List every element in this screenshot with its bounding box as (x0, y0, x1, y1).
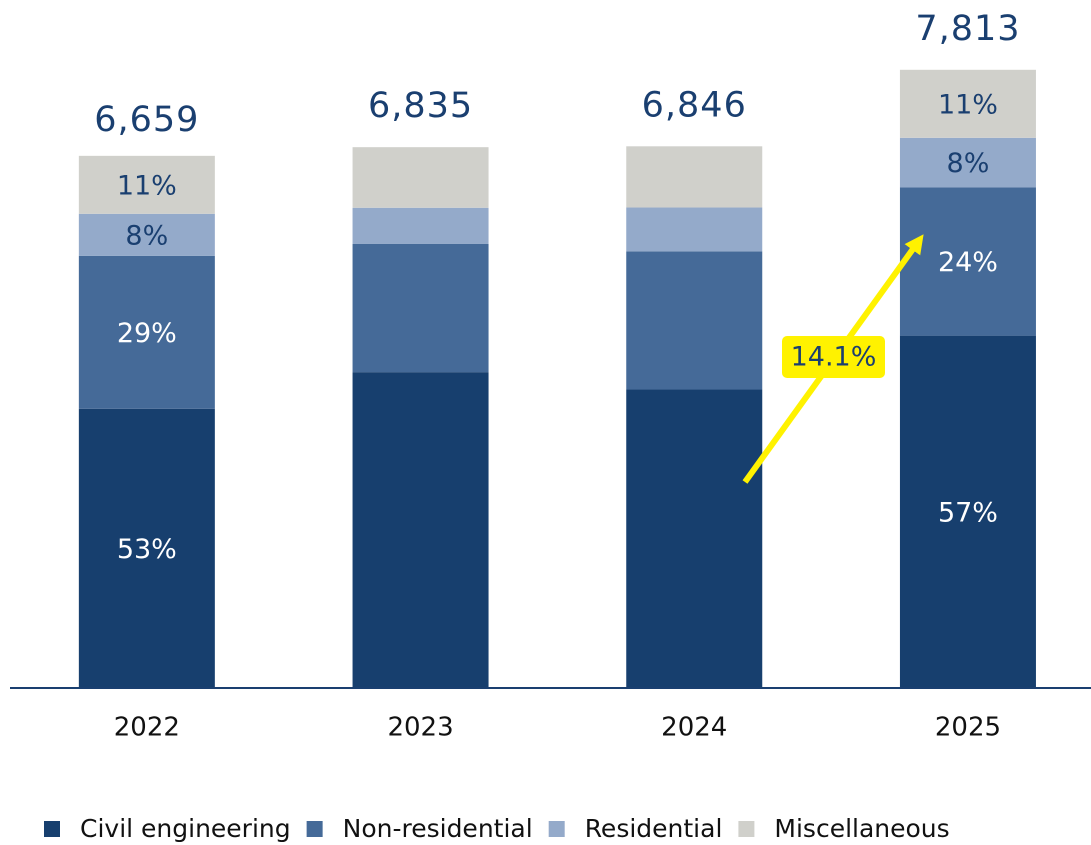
bar-segment (352, 372, 489, 688)
segment-label: 8% (125, 220, 168, 251)
legend-label: Miscellaneous (774, 814, 949, 843)
segment-label: 24% (938, 247, 998, 278)
bar-segment (626, 146, 763, 208)
legend-label: Non-residential (343, 814, 533, 843)
bar-segment (899, 335, 1036, 688)
legend-swatch (548, 821, 565, 837)
segment-label: 57% (938, 497, 998, 528)
total-label: 6,835 (368, 86, 473, 126)
annotation: 14.1% (791, 342, 877, 373)
bar-segment (626, 207, 763, 252)
segment-label: 53% (117, 534, 177, 565)
total-label: 6,846 (642, 85, 747, 125)
bar-segment (626, 251, 763, 390)
bar-segment (899, 187, 1036, 336)
x-tick-label: 2022 (114, 713, 180, 743)
bar-segment (78, 408, 215, 688)
legend-swatch (738, 821, 755, 837)
total-label: 6,659 (94, 100, 199, 140)
segment-label: 29% (117, 318, 177, 349)
legend-label: Civil engineering (80, 814, 291, 843)
bar-segment (899, 69, 1036, 138)
total-label: 7,813 (915, 9, 1020, 49)
bar-segment (899, 137, 1036, 188)
legend-swatch (306, 821, 323, 837)
x-tick-label: 2025 (935, 713, 1001, 743)
legend-label: Residential (585, 814, 723, 843)
legend-swatch (44, 821, 60, 837)
segment-label: 11% (938, 89, 998, 120)
bar-segment (352, 243, 489, 373)
segment-label: 8% (947, 148, 990, 179)
bar-segment (626, 389, 763, 688)
bar-segment (78, 155, 215, 214)
bar-segment (352, 207, 489, 244)
x-tick-label: 2024 (661, 713, 727, 743)
annotation-box (782, 336, 885, 378)
segment-label: 11% (117, 170, 177, 201)
bar-segment (352, 147, 489, 208)
bar-segment (78, 255, 215, 409)
x-tick-label: 2023 (387, 713, 453, 743)
bar-segment (78, 213, 215, 256)
